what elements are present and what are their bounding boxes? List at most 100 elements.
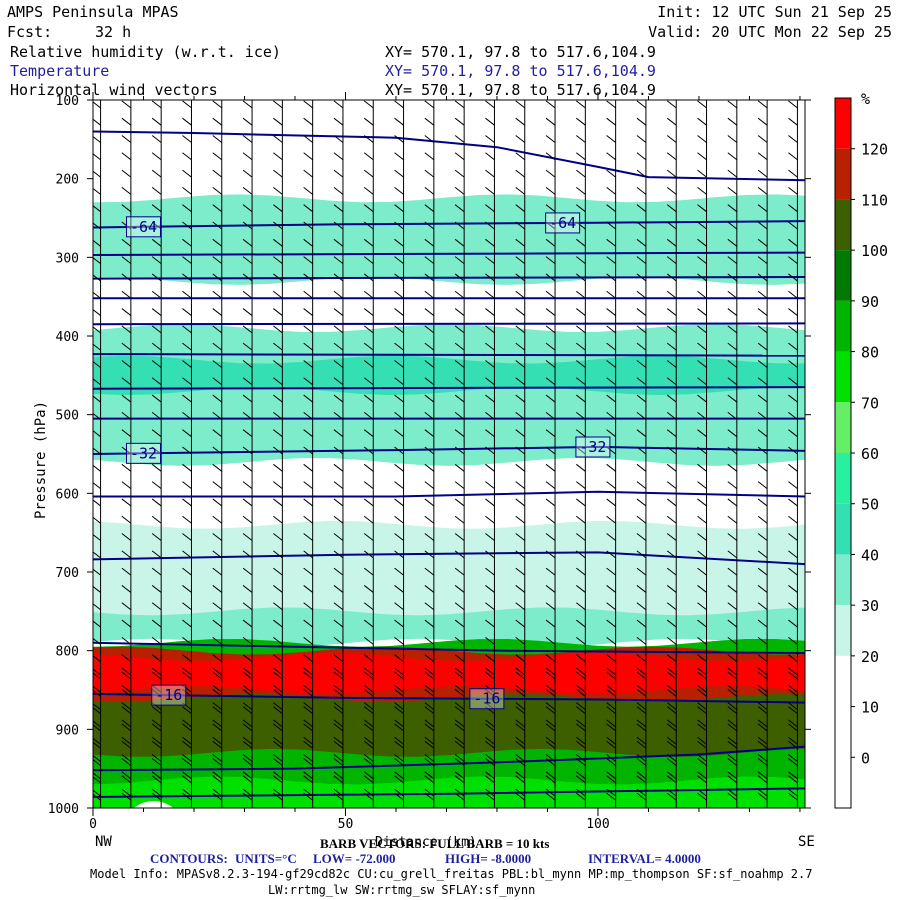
wind-barb-flag bbox=[606, 688, 616, 697]
wind-barb-flag bbox=[394, 394, 404, 403]
wind-barb-flag bbox=[424, 684, 435, 693]
wind-barb-flag bbox=[454, 290, 465, 299]
wind-barb-flag bbox=[273, 758, 283, 766]
wind-barb-flag bbox=[212, 719, 223, 728]
wind-barb-flag bbox=[212, 619, 223, 628]
wind-barb-flag bbox=[636, 550, 647, 559]
contour-units: UNITS=°C bbox=[235, 851, 297, 866]
wind-barb-flag bbox=[424, 688, 435, 697]
wind-barb-flag bbox=[576, 446, 586, 455]
wind-barb-flag bbox=[273, 360, 283, 368]
wind-barb-flag bbox=[515, 736, 526, 745]
wind-barb-flag bbox=[273, 377, 283, 386]
x-end-label-left: NW bbox=[95, 834, 112, 850]
wind-barb-flag bbox=[394, 273, 404, 282]
wind-barb-flag bbox=[303, 446, 313, 455]
wind-barb-flag bbox=[151, 550, 162, 559]
wind-barb-flag bbox=[182, 152, 192, 161]
wind-barb-flag bbox=[394, 619, 404, 628]
wind-barb-flag bbox=[212, 740, 223, 749]
wind-barb-flag bbox=[182, 740, 192, 749]
wind-barb-flag bbox=[636, 585, 647, 593]
wind-barb-flag bbox=[636, 429, 647, 438]
wind-barb-flag bbox=[363, 187, 374, 195]
wind-barb-flag bbox=[394, 788, 404, 797]
wind-barb-flag bbox=[545, 290, 556, 299]
wind-barb-flag bbox=[606, 187, 616, 195]
contour-label: -16 bbox=[155, 686, 182, 704]
wind-barb-flag bbox=[545, 308, 556, 316]
wind-barb-flag bbox=[333, 273, 344, 282]
wind-barb-flag bbox=[576, 533, 586, 541]
wind-barb-flag bbox=[606, 533, 616, 541]
wind-barb-flag bbox=[212, 754, 223, 762]
contour-label-box bbox=[469, 688, 505, 710]
wind-barb-flag bbox=[424, 723, 435, 732]
wind-barb-flag bbox=[545, 169, 556, 178]
wind-barb-flag bbox=[545, 411, 556, 420]
wind-barb-flag bbox=[303, 775, 313, 784]
wind-barb-flag bbox=[515, 688, 526, 697]
wind-barb-flag bbox=[273, 736, 283, 745]
wind-barb-flag bbox=[485, 740, 495, 749]
wind-barb-flag bbox=[576, 463, 586, 472]
temperature-contour bbox=[93, 551, 805, 566]
wind-barb-flag bbox=[121, 667, 132, 676]
wind-barb-flag bbox=[545, 100, 556, 109]
y-tick-label: 400 bbox=[56, 330, 79, 345]
wind-barb-flag bbox=[515, 654, 526, 663]
wind-barb-flag bbox=[121, 429, 132, 438]
wind-barb-flag bbox=[606, 135, 616, 143]
wind-barb-flag bbox=[788, 204, 798, 213]
y-tick-label: 100 bbox=[56, 94, 79, 109]
wind-barb-flag bbox=[424, 792, 435, 801]
wind-barb-flag bbox=[727, 290, 738, 299]
temperature-contour bbox=[93, 641, 805, 655]
y-tick-label: 300 bbox=[56, 251, 79, 266]
wind-barb-flag bbox=[727, 754, 738, 762]
wind-barb-flag bbox=[788, 463, 798, 472]
wind-barb-flag bbox=[606, 481, 616, 490]
rh-band bbox=[93, 520, 805, 624]
wind-barb-flag bbox=[333, 654, 344, 663]
wind-barb-flag bbox=[424, 481, 435, 490]
wind-barb-flag bbox=[515, 754, 526, 762]
wind-barb-flag bbox=[212, 788, 223, 797]
colorbar-swatch bbox=[835, 554, 851, 606]
wind-barb-flag bbox=[151, 308, 162, 316]
wind-barb-flag bbox=[697, 135, 707, 143]
wind-barb-flag bbox=[545, 481, 556, 490]
wind-barb-flag bbox=[151, 515, 162, 524]
wind-barb-flag bbox=[788, 719, 798, 728]
wind-barb-flag bbox=[606, 290, 616, 299]
wind-barb-flag bbox=[636, 498, 647, 507]
wind-barb-flag bbox=[697, 602, 707, 611]
wind-barb-flag bbox=[394, 290, 404, 299]
wind-barb-flag bbox=[454, 152, 465, 161]
wind-barb-flag bbox=[121, 654, 132, 663]
wind-barb-flag bbox=[242, 152, 253, 161]
wind-barb-flag bbox=[151, 169, 162, 178]
wind-barb-flag bbox=[636, 204, 647, 213]
wind-barb-flag bbox=[727, 377, 738, 386]
wind-barb-flag bbox=[394, 100, 404, 109]
wind-barb-flag bbox=[333, 754, 344, 762]
wind-barb-flag bbox=[788, 654, 798, 663]
wind-barb-flag bbox=[697, 256, 707, 265]
wind-barb-flag bbox=[515, 290, 526, 299]
wind-barb-flag bbox=[151, 533, 162, 541]
wind-barb-flag bbox=[182, 290, 192, 299]
wind-barb-flag bbox=[545, 706, 556, 714]
wind-barb-flag bbox=[515, 671, 526, 680]
wind-barb-flag bbox=[606, 758, 616, 766]
wind-barb-flag bbox=[485, 256, 495, 265]
wind-barb-flag bbox=[757, 775, 768, 784]
wind-barb-flag bbox=[666, 740, 677, 749]
wind-barb-flag bbox=[545, 585, 556, 593]
wind-barb-flag bbox=[151, 706, 162, 714]
wind-barb-flag bbox=[242, 498, 253, 507]
wind-barb-flag bbox=[121, 754, 132, 762]
wind-barb-flag bbox=[727, 481, 738, 490]
wind-barb-flag bbox=[303, 719, 313, 728]
wind-barb-flag bbox=[697, 429, 707, 438]
